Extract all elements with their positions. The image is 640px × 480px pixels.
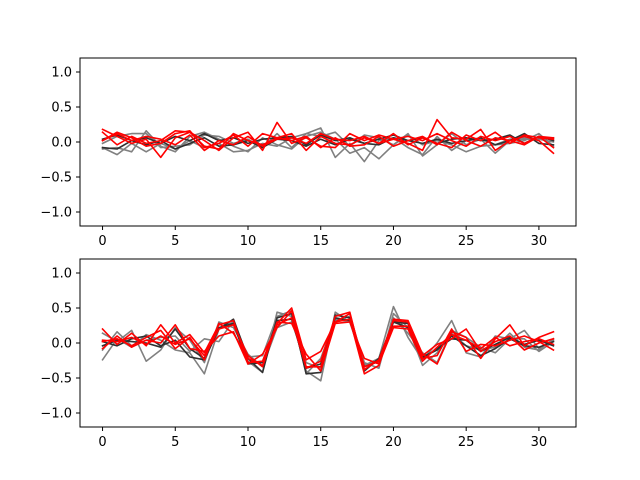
y-tick-label: 0.0 bbox=[51, 337, 72, 352]
y-tick-label: 0.0 bbox=[51, 136, 72, 151]
y-tick-label: −1.0 bbox=[40, 407, 72, 422]
x-tick-label: 0 bbox=[98, 435, 106, 450]
x-tick-label: 5 bbox=[171, 234, 179, 249]
series-line-6 bbox=[101, 311, 555, 371]
series-line-8 bbox=[101, 132, 555, 152]
x-tick-label: 15 bbox=[312, 435, 329, 450]
y-tick-label: 0.5 bbox=[51, 101, 72, 116]
x-tick-label: 20 bbox=[385, 435, 402, 450]
x-tick-label: 30 bbox=[531, 435, 548, 450]
x-tick-label: 25 bbox=[458, 234, 475, 249]
x-tick-label: 0 bbox=[98, 234, 106, 249]
x-tick-label: 25 bbox=[458, 435, 475, 450]
y-tick-label: 1.0 bbox=[51, 267, 72, 282]
y-tick-label: 1.0 bbox=[51, 66, 72, 81]
x-tick-label: 30 bbox=[531, 234, 548, 249]
x-tick-label: 10 bbox=[240, 435, 257, 450]
series-line-6 bbox=[101, 130, 555, 152]
y-tick-label: −0.5 bbox=[40, 372, 72, 387]
series-line-7 bbox=[101, 130, 555, 150]
subplot-bottom: 0 5 10 15 20 25 30 −1.0 −0.5 0.0 0.5 1.0 bbox=[40, 258, 577, 450]
x-tick-label: 10 bbox=[240, 234, 257, 249]
series-line-8 bbox=[101, 321, 555, 372]
y-tick-label: 0.5 bbox=[51, 302, 72, 317]
plot-area bbox=[101, 118, 555, 163]
y-tick-label: −1.0 bbox=[40, 206, 72, 221]
y-tick-label: −0.5 bbox=[40, 171, 72, 186]
subplot-top: 0 5 10 15 20 25 30 −1.0 −0.5 0.0 0.5 1.0 bbox=[40, 57, 577, 249]
plot-area bbox=[101, 305, 555, 382]
x-tick-label: 5 bbox=[171, 435, 179, 450]
series-line-5 bbox=[101, 118, 555, 159]
x-tick-label: 15 bbox=[312, 234, 329, 249]
x-tick-label: 20 bbox=[385, 234, 402, 249]
